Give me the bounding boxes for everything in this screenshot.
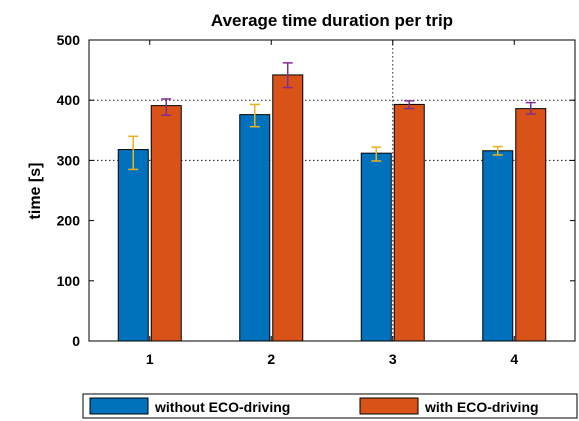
x-tick-label-2: 2 (267, 351, 275, 367)
y-axis-label: time [s] (27, 163, 44, 220)
x-axis-ticks: 1 2 3 4 (146, 40, 518, 367)
legend-label-with-eco: with ECO-driving (424, 399, 539, 415)
bar-series2-cat3 (393, 103, 425, 342)
legend-label-without-eco: without ECO-driving (154, 399, 290, 415)
error-bar-series2-cat2 (282, 62, 293, 89)
legend-box (82, 393, 578, 419)
legend-swatch-without-eco (89, 397, 149, 415)
x-tick-label-4: 4 (510, 351, 518, 367)
error-bar-series2-cat3 (404, 100, 415, 110)
error-bars (128, 62, 536, 171)
bar-series1-cat1 (117, 149, 149, 342)
bar-series1-cat4 (482, 150, 514, 342)
error-bar-series1-cat4 (492, 145, 503, 156)
error-bar-series2-cat4 (525, 101, 536, 115)
bar-series2-cat1 (150, 105, 182, 342)
chart-title: Average time duration per trip (211, 11, 453, 30)
plot-border (88, 39, 576, 342)
plot-frame (88, 39, 576, 342)
y-axis-ticks: 0 100 200 300 400 500 (57, 32, 575, 349)
legend-swatch-with-eco (359, 397, 419, 415)
error-bar-series1-cat1 (128, 135, 139, 171)
bar-series1-cat3 (360, 152, 392, 342)
error-bar-series1-cat2 (249, 103, 260, 128)
error-bar-series2-cat1 (161, 98, 172, 116)
y-tick-label-200: 200 (57, 213, 81, 229)
legend: without ECO-driving with ECO-driving (82, 393, 578, 419)
bar-series2-cat2 (272, 74, 304, 342)
x-tick-label-3: 3 (389, 351, 397, 367)
bar-series2-cat4 (515, 108, 547, 342)
bars (117, 74, 547, 342)
y-tick-label-100: 100 (57, 273, 81, 289)
bar-series1-cat2 (239, 114, 271, 342)
y-tick-label-0: 0 (72, 333, 80, 349)
y-tick-label-500: 500 (57, 32, 81, 48)
y-tick-label-300: 300 (57, 152, 81, 168)
error-bar-series1-cat3 (371, 146, 382, 162)
y-tick-label-400: 400 (57, 92, 81, 108)
x-tick-label-1: 1 (146, 351, 154, 367)
